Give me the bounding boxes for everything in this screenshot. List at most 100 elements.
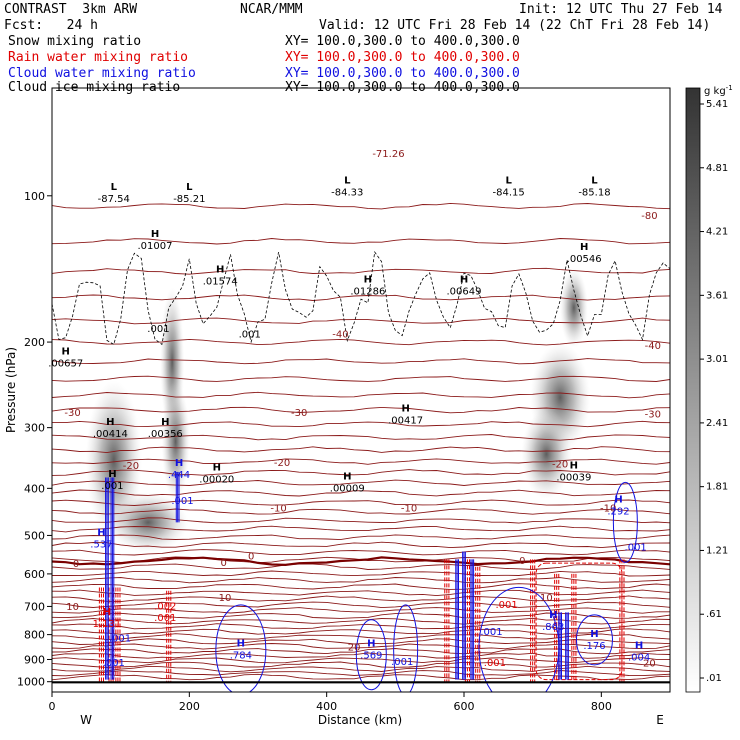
extremum-value-label: .00649 xyxy=(447,286,482,297)
contour-value-label: .001 xyxy=(484,658,506,669)
contour-value-label: .001 xyxy=(171,496,193,507)
snow-shading xyxy=(521,409,572,500)
colorbar-tick-label: .61 xyxy=(706,609,722,620)
contour-value-label: .002 xyxy=(154,601,176,612)
temperature-contour xyxy=(52,391,670,399)
temperature-contour-label: -10 xyxy=(401,503,417,514)
colorbar-tick-label: 1.21 xyxy=(706,545,728,556)
plot-frame xyxy=(51,87,671,693)
extremum-marker: H xyxy=(590,629,598,640)
temperature-contour-label: 20 xyxy=(643,659,656,670)
field-xy-snow: XY= 100.0,300.0 to 400.0,300.0 xyxy=(285,34,520,49)
temperature-contour xyxy=(52,617,670,625)
contour-value-label: .001 xyxy=(103,658,125,669)
colorbar-tick-label: 4.81 xyxy=(706,163,728,174)
x-tick-label: 200 xyxy=(179,700,200,713)
temperature-contour xyxy=(52,489,670,497)
colorbar-tick-label: 2.41 xyxy=(706,418,728,429)
y-tick-label: 200 xyxy=(24,336,45,349)
snow-shading xyxy=(108,492,189,553)
extremum-marker: H xyxy=(614,494,622,505)
temperature-contour-label: -20 xyxy=(274,458,290,469)
colorbar-tick-label: 1.81 xyxy=(706,482,728,493)
snow-shading xyxy=(161,381,190,502)
extremum-marker: L xyxy=(111,182,118,193)
west-end-label: W xyxy=(80,713,92,727)
temperature-contour xyxy=(52,499,670,506)
extremum-value-label: .444 xyxy=(168,470,190,481)
cloud-water-contour xyxy=(478,586,560,692)
extremum-marker: H xyxy=(106,417,114,428)
x-tick-label: 800 xyxy=(591,700,612,713)
extremum-marker: H xyxy=(364,274,372,285)
x-tick-label: 0 xyxy=(49,700,56,713)
temperature-contour xyxy=(52,238,670,245)
temperature-contour-label: -30 xyxy=(64,408,80,419)
temperature-contour xyxy=(52,267,670,275)
temperature-contour-label: 10 xyxy=(66,602,79,613)
temperature-contour xyxy=(52,541,670,549)
contour-value-label: .001 xyxy=(480,627,502,638)
extremum-marker: H xyxy=(161,417,169,428)
contour-value-label: .001 xyxy=(239,330,261,341)
temperature-contour xyxy=(52,549,670,556)
contour-value-label: .001 xyxy=(495,600,517,611)
colorbar-tick-label: 3.61 xyxy=(706,290,728,301)
extremum-value-label: .00546 xyxy=(567,254,602,265)
temperature-contour xyxy=(52,607,670,614)
y-tick-label: 600 xyxy=(24,568,45,581)
organization-label: NCAR/MMM xyxy=(240,2,303,17)
field-xy-rain: XY= 100.0,300.0 to 400.0,300.0 xyxy=(285,50,520,65)
extremum-value-label: .176 xyxy=(583,641,605,652)
snow-shading xyxy=(559,267,588,348)
temperature-contour-label: -80 xyxy=(641,211,657,222)
y-tick-label: 700 xyxy=(24,600,45,613)
extremum-marker: L xyxy=(344,175,351,186)
temperature-contour xyxy=(52,479,670,486)
extremum-marker: H xyxy=(549,610,557,621)
temperature-contour-label: -20 xyxy=(552,459,568,470)
extremum-marker: H xyxy=(237,638,245,649)
extremum-value-label: .784 xyxy=(230,650,252,661)
extremum-marker: H xyxy=(580,242,588,253)
colorbar-tick-label: 4.21 xyxy=(706,227,728,238)
extremum-value-label: .01286 xyxy=(350,286,385,297)
extremum-value-label: -87.54 xyxy=(98,194,130,205)
temperature-contour-label: -71.26 xyxy=(372,149,404,160)
colorbar-tick-label: .01 xyxy=(706,673,722,684)
temperature-contour xyxy=(52,469,670,476)
y-tick-label: 500 xyxy=(24,529,45,542)
y-tick-label: 800 xyxy=(24,629,45,642)
temperature-contour xyxy=(52,458,670,465)
extremum-value-label: .001 xyxy=(101,481,123,492)
extremum-value-label: 1.131 xyxy=(93,619,122,630)
extremum-value-label: .537 xyxy=(90,540,112,551)
temperature-contour-label: -30 xyxy=(645,410,661,421)
y-axis-label: Pressure (hPa) xyxy=(4,347,18,433)
x-axis-label: Distance (km) xyxy=(318,713,402,727)
extremum-value-label: .00020 xyxy=(199,474,234,485)
temperature-contour-label: 0 xyxy=(248,551,254,562)
temperature-contour xyxy=(52,317,670,325)
temperature-contour xyxy=(52,595,670,603)
colorbar-tick-label: 5.41 xyxy=(706,99,728,110)
extremum-value-label: -85.18 xyxy=(578,187,610,198)
temperature-contour-label: -20 xyxy=(123,461,139,472)
temperature-contour-label: 0 xyxy=(519,556,525,567)
field-label-rain: Rain water mixing ratio xyxy=(8,50,189,65)
colorbar-unit: g kg-1 xyxy=(704,84,733,97)
extremum-value-label: .01574 xyxy=(203,277,238,288)
extremum-marker: H xyxy=(97,528,105,539)
extremum-marker: H xyxy=(108,469,116,480)
extremum-marker: H xyxy=(103,607,111,618)
extremum-marker: L xyxy=(505,175,512,186)
field-label-snow: Snow mixing ratio xyxy=(8,34,142,49)
temperature-contour-label: -40 xyxy=(332,330,348,341)
extremum-value-label: .00657 xyxy=(48,358,83,369)
valid-time: Valid: 12 UTC Fri 28 Feb 14 (22 ChT Fri … xyxy=(319,18,711,33)
x-tick-label: 400 xyxy=(316,700,337,713)
freezing-level-contour xyxy=(52,556,670,567)
field-label-cloud-water: Cloud water mixing ratio xyxy=(8,66,196,81)
contour-value-label: .001 xyxy=(147,324,169,335)
